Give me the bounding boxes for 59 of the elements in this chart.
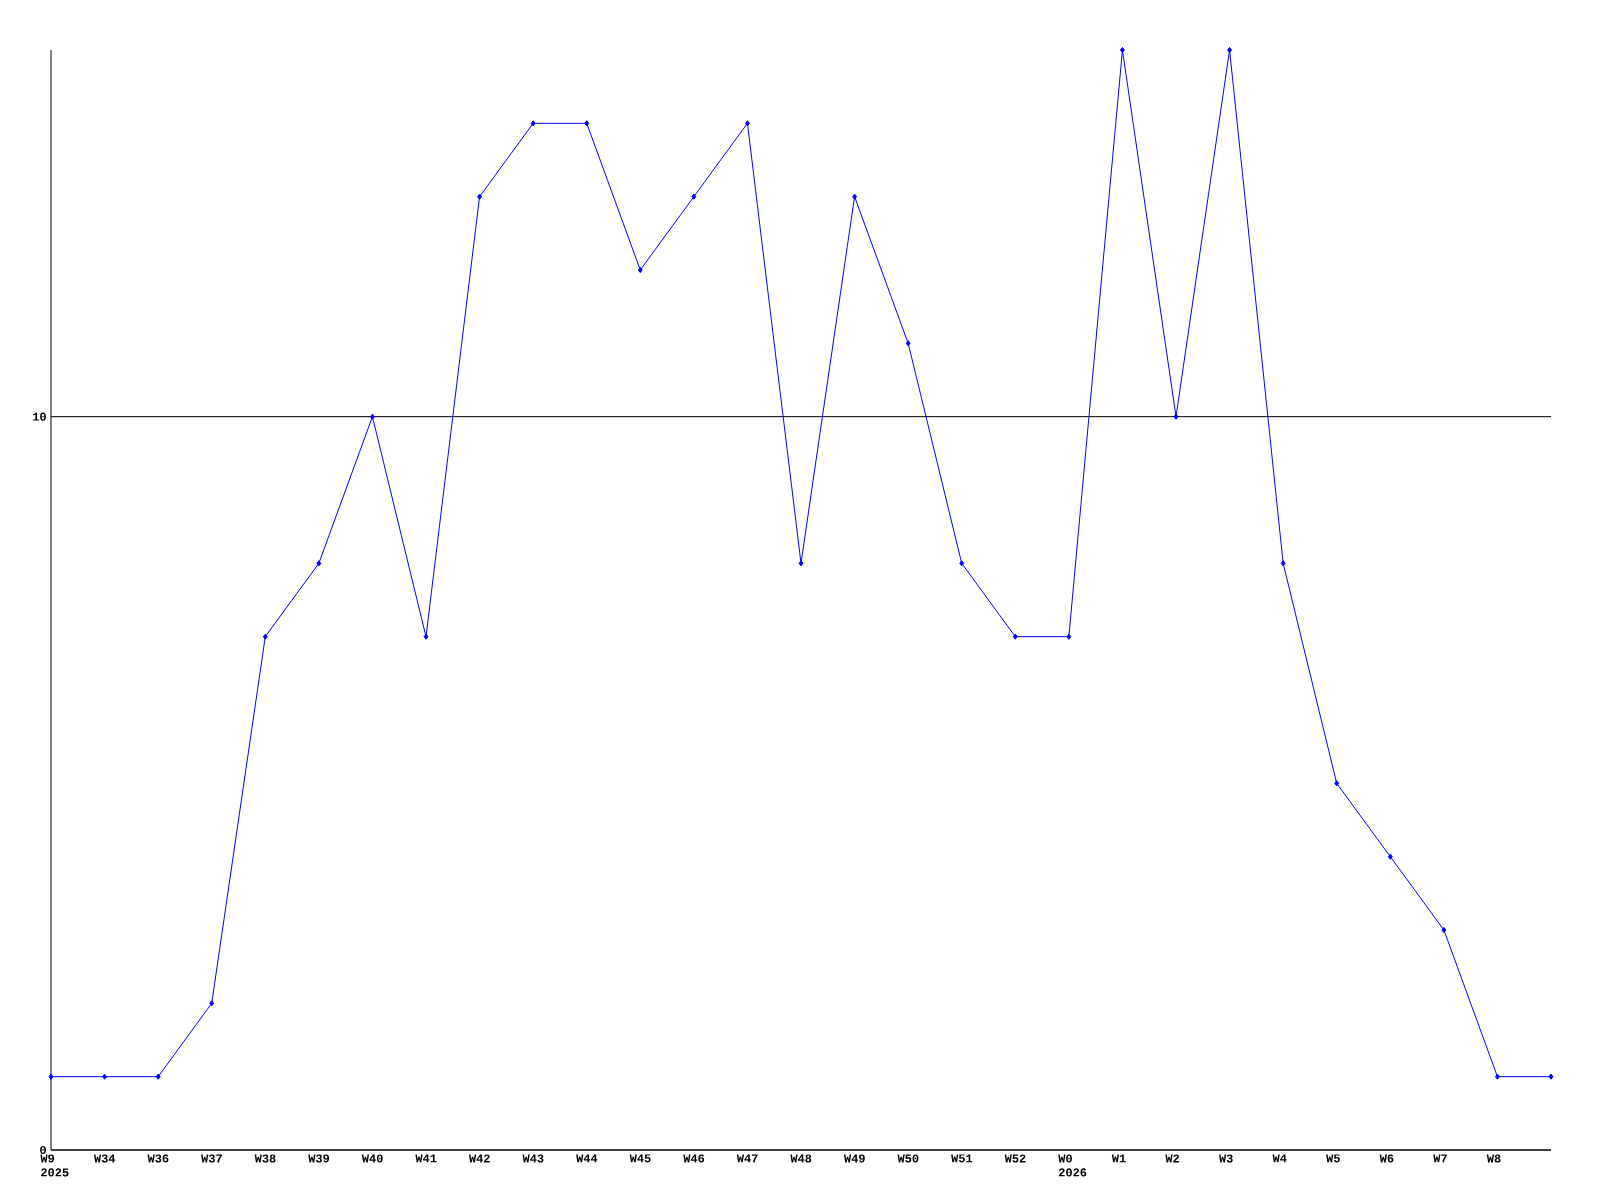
point [1548, 1073, 1554, 1080]
x-tick-label: W0 2026 [1058, 1154, 1087, 1177]
point [1334, 780, 1340, 787]
x-tick-label: W9 2025 [40, 1154, 69, 1177]
x-tick-label: W51 [951, 1154, 973, 1163]
x-tick-label: W48 [790, 1154, 812, 1163]
x-tick-label: W46 [683, 1154, 705, 1163]
point [1227, 46, 1233, 54]
point [262, 633, 268, 640]
x-tick-label: W39 [308, 1154, 330, 1163]
point [369, 413, 375, 420]
y-tick-label: 0 [40, 1145, 46, 1155]
point [102, 1073, 108, 1080]
point [798, 560, 804, 567]
point [691, 193, 697, 200]
x-tick-label: W52 [1004, 1154, 1026, 1163]
point [584, 120, 590, 127]
x-tick-label: W4 [1272, 1154, 1287, 1163]
x-tick-label: W2 [1165, 1154, 1180, 1163]
x-tick-label: W8 [1486, 1154, 1501, 1163]
x-tick-label: W45 [629, 1154, 651, 1163]
x-tick-label: W37 [201, 1154, 222, 1163]
x-tick-label: W34 [93, 1154, 116, 1163]
point [1494, 1073, 1500, 1080]
x-tick-label: W36 [147, 1154, 169, 1163]
x-tick-label: W7 [1433, 1154, 1447, 1163]
x-tick-label: W49 [843, 1154, 865, 1163]
x-tick-label: W50 [897, 1154, 919, 1163]
point [637, 266, 643, 274]
point [1441, 926, 1447, 934]
point [905, 340, 911, 347]
point [423, 633, 429, 640]
x-tick-label: W38 [254, 1154, 276, 1163]
point [155, 1073, 161, 1080]
point [1387, 853, 1393, 860]
x-tick-label: W6 [1379, 1154, 1394, 1163]
x-tick-label: W3 [1218, 1154, 1233, 1163]
point [477, 193, 483, 200]
x-tick-label: W40 [361, 1154, 383, 1163]
point [209, 1000, 215, 1007]
x-tick-label: W5 [1326, 1154, 1340, 1163]
x-tick-label: W43 [522, 1154, 544, 1163]
point [1012, 633, 1018, 640]
point [1066, 633, 1072, 640]
point [1173, 413, 1179, 420]
point [48, 1073, 54, 1080]
y-tick-label: 10 [33, 412, 46, 421]
x-tick-label: W1 [1111, 1154, 1126, 1163]
point [530, 120, 536, 127]
point [1119, 46, 1125, 54]
point [959, 560, 965, 567]
point [744, 120, 750, 127]
point [852, 193, 858, 200]
point [1280, 560, 1286, 567]
x-tick-label: W41 [415, 1154, 437, 1163]
x-tick-label: W47 [736, 1154, 758, 1163]
point [316, 560, 322, 567]
x-tick-label: W42 [468, 1154, 490, 1163]
x-tick-label: W44 [576, 1154, 598, 1163]
